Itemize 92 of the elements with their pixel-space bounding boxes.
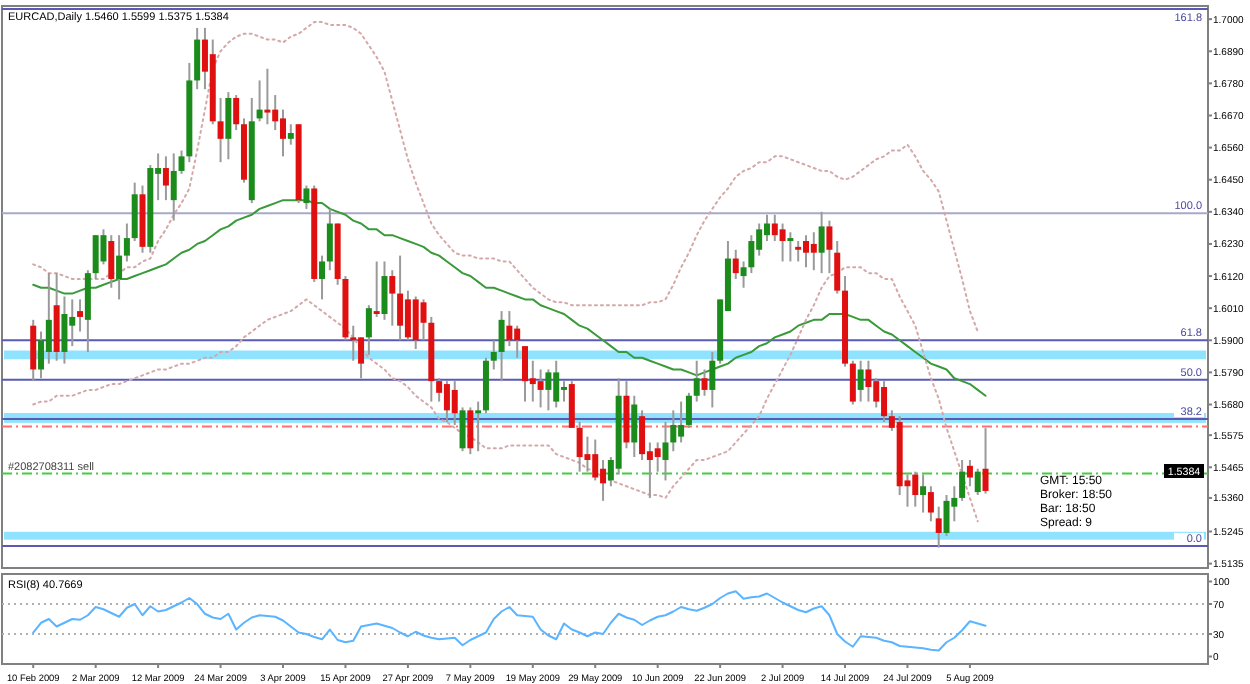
candlestick [654, 441, 661, 473]
candlestick [803, 234, 809, 269]
candlestick [326, 207, 333, 272]
candlestick [514, 324, 521, 359]
candlestick [217, 96, 224, 164]
candlestick [709, 350, 716, 409]
candlestick [670, 409, 677, 453]
candlestick [561, 380, 568, 403]
candlestick [834, 240, 841, 295]
candlestick [467, 406, 474, 456]
candlestick [131, 181, 138, 243]
candlestick [397, 254, 404, 342]
candlestick [490, 339, 497, 371]
candlestick [194, 26, 201, 91]
candlestick [475, 400, 482, 453]
candlestick [84, 269, 91, 353]
candlestick [685, 391, 692, 429]
candlestick [935, 505, 942, 549]
candlestick [233, 94, 240, 132]
candlestick [53, 272, 60, 362]
candlestick [701, 368, 708, 397]
candlestick [857, 359, 864, 403]
candlestick [373, 260, 380, 318]
candlestick [826, 219, 833, 275]
candlestick [100, 228, 107, 266]
candlestick [521, 345, 528, 403]
candlestick [982, 427, 989, 495]
candlestick [404, 289, 411, 342]
candlestick [350, 324, 357, 362]
candlestick [358, 336, 365, 380]
candlestick [287, 123, 294, 146]
candlestick [272, 94, 279, 132]
candlestick [319, 254, 326, 301]
candlestick [381, 260, 388, 321]
candlestick [459, 406, 466, 453]
candlestick [927, 485, 934, 523]
candlestick [280, 108, 287, 158]
candlestick [537, 368, 544, 409]
candlestick [108, 234, 115, 289]
candlestick [170, 152, 177, 222]
candlestick [389, 269, 396, 327]
candlestick [264, 67, 271, 126]
candlestick [631, 394, 638, 459]
candlestick [92, 234, 99, 280]
line-series [32, 590, 987, 652]
candlestick [881, 380, 888, 424]
candlestick [553, 359, 560, 409]
candlestick [771, 213, 778, 243]
candlestick [959, 458, 966, 502]
candlestick [69, 298, 76, 348]
candlestick [865, 359, 872, 403]
candlestick [45, 272, 52, 365]
candlestick [732, 248, 739, 280]
candlestick [943, 494, 950, 537]
candlestick [162, 155, 169, 202]
candlestick [545, 368, 552, 412]
candlestick [365, 304, 372, 356]
candlestick [451, 380, 458, 426]
candlestick [787, 231, 794, 263]
candlestick [592, 438, 599, 482]
candlestick [779, 222, 786, 263]
candlestick [61, 295, 68, 365]
candlestick [920, 473, 927, 514]
candlestick [225, 91, 232, 161]
candlestick [693, 359, 700, 403]
candlestick [436, 377, 443, 403]
candlestick [966, 458, 973, 488]
candlestick [639, 409, 646, 461]
candlestick [849, 359, 856, 406]
candlestick [818, 210, 825, 275]
candlestick [600, 458, 607, 502]
candlestick [662, 421, 669, 482]
candlestick [123, 222, 130, 263]
candlestick [568, 380, 575, 429]
candlestick [506, 310, 513, 348]
candlestick [412, 295, 419, 351]
candlestick [576, 421, 583, 473]
candlestick [678, 400, 685, 444]
candlestick [77, 298, 84, 333]
candlestick [623, 380, 630, 450]
candlestick [303, 184, 310, 210]
candlestick [443, 380, 450, 424]
candlestick [30, 318, 37, 383]
candlestick [974, 467, 981, 497]
candlestick [498, 310, 505, 383]
candlestick [763, 213, 770, 243]
candlestick [912, 470, 919, 508]
candlestick [795, 240, 802, 263]
candlestick [116, 234, 123, 301]
candlestick [873, 377, 880, 409]
candlestick [810, 231, 817, 272]
line-series [32, 21, 979, 333]
